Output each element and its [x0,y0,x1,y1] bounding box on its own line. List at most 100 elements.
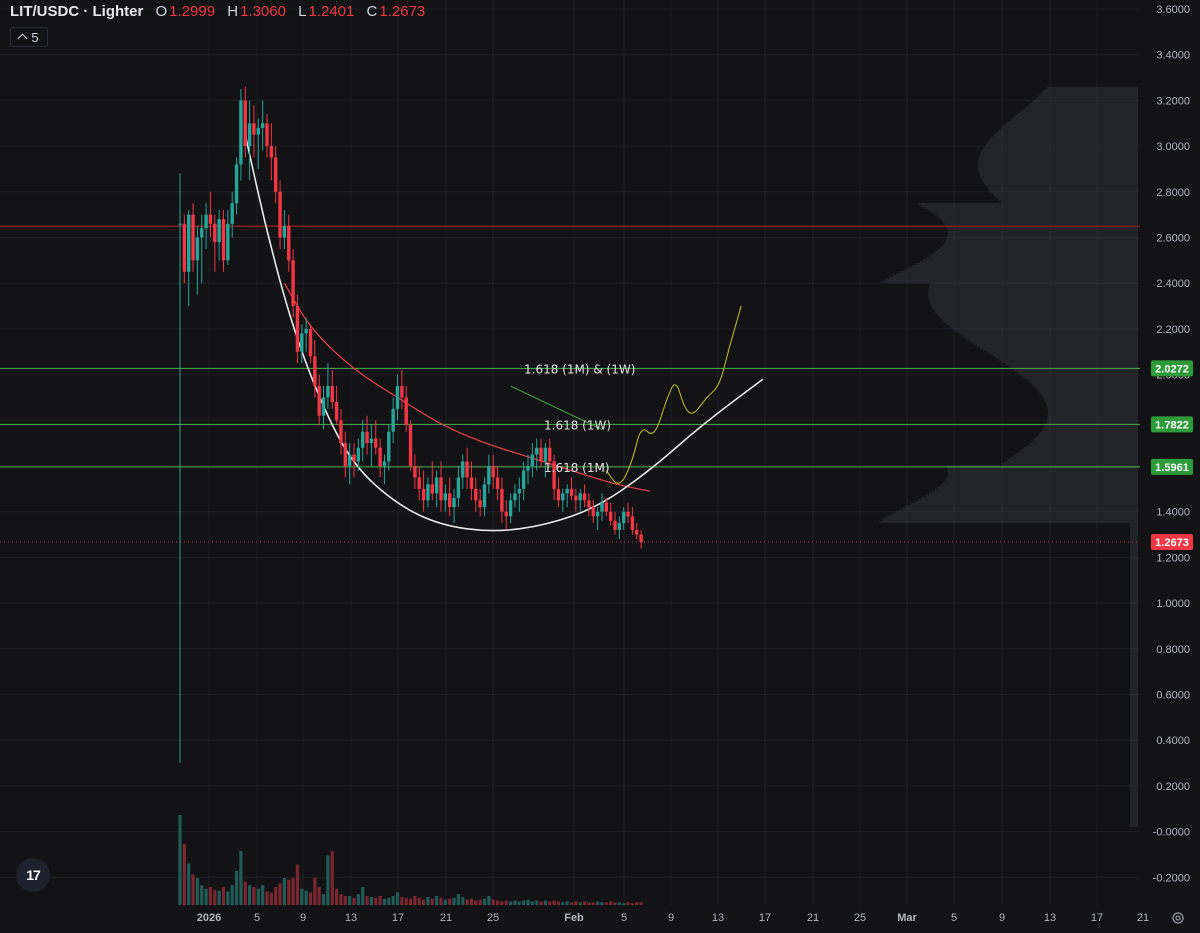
volume-bar [226,891,230,905]
price-tick-label: -0.2000 [1153,872,1190,884]
candle-body [252,123,256,135]
volume-bar [600,902,604,905]
volume-bar [234,870,239,905]
candle-body [408,424,413,466]
candle-body [439,477,443,501]
price-label-box [1151,534,1193,551]
candle-body [187,214,191,272]
price-tick-label: 3.0000 [1156,141,1190,153]
candle-body [369,438,374,444]
volume-bar [478,899,482,905]
candle-body [291,260,295,307]
volume-bar [287,879,291,905]
volume-bar [191,874,195,905]
candle-body [217,219,221,243]
volume-bar [343,896,347,905]
gear-icon[interactable] [1171,911,1185,925]
volume-bar [591,902,595,905]
price-tick-label: 3.4000 [1156,50,1190,62]
candle-body [478,500,482,508]
volume-bar [335,888,339,905]
candle-body [526,466,530,471]
candle-body [587,500,591,508]
volume-bar [626,902,630,905]
volume-bar [204,888,208,905]
level-annotation: 1.618 (1M) [544,461,610,475]
volume-bar [443,899,447,905]
candle-body [361,431,365,448]
price-label-box [1151,360,1193,377]
candle-body [521,470,526,489]
volume-bar [230,885,234,905]
price-tick-label: 1.4000 [1156,507,1190,519]
time-tick-label: 25 [854,912,866,924]
volume-bar [382,898,387,905]
volume-bar [195,878,199,905]
volume-bar [348,896,352,905]
volume-bar [526,899,530,905]
price-tick-label: 0.2000 [1156,781,1190,793]
time-tick-label: Feb [564,912,584,924]
logo-text: 17 [26,867,41,883]
volume-bar [617,902,621,905]
price-tick-label: 3.6000 [1156,4,1190,16]
candle-body [400,386,404,398]
volume-bars [178,815,643,905]
volume-bar [330,851,334,905]
price-axis[interactable]: -0.2000 -0.0000 0.2000 0.4000 0.6000 0.8000 1.… [1140,0,1200,905]
grid [0,0,1144,905]
volume-bar [282,878,286,905]
time-tick-label: Mar [897,912,917,924]
candle-body [287,226,291,261]
candle-body [226,223,230,261]
volume-bar [221,887,226,905]
price-tick-label: 3.2000 [1156,95,1190,107]
candle-body [213,223,217,243]
volume-bar [465,899,469,905]
tradingview-logo-icon[interactable]: 17 [16,858,50,892]
price-tick-label: 2.8000 [1156,187,1190,199]
candle-body [443,493,448,501]
volume-bar [400,896,404,905]
price-label-box [1151,416,1193,433]
price-label-box [1151,458,1193,475]
time-axis[interactable]: 2026 5 9 13 17 21 25 Feb 5 9 13 17 21 25 Mar 5 9 13 17 21 [197,912,1149,924]
candle-body [243,100,247,147]
candle-body [256,127,260,135]
volume-bar [321,894,326,905]
price-tick-label: 0.4000 [1156,735,1190,747]
volume-bar [639,902,643,905]
indicator-count: 5 [31,29,39,45]
volume-bar [613,902,617,905]
volume-bar [256,888,260,905]
symbol-title[interactable]: LIT/USDC · Lighter [10,3,144,20]
rounded-bottom-arc [244,134,764,532]
volume-bar [430,898,434,905]
time-tick-label: 21 [440,912,452,924]
candle-body [517,488,521,494]
volume-bar [504,900,508,905]
volume-bar [530,901,534,905]
volume-bar [356,894,360,905]
volume-bar [495,900,500,905]
volume-bar [522,900,526,905]
candle-body [269,146,274,158]
indicators-toggle-button[interactable]: 5 [10,27,48,47]
volume-bar [361,887,365,905]
candle-body [461,461,465,478]
open-label: O [155,3,168,20]
candle-body [487,466,491,485]
time-tick-label: 17 [392,912,404,924]
volume-bar [539,901,543,905]
volume-bar [578,902,582,905]
candle-body [548,447,552,462]
volume-bar [426,896,430,905]
volume-bar [408,898,413,905]
projection-path [605,305,742,484]
candle-body [452,497,456,508]
candle-body [635,529,639,535]
volume-bar [187,863,191,905]
volume-bar [461,896,465,905]
volume-bar [630,903,634,905]
